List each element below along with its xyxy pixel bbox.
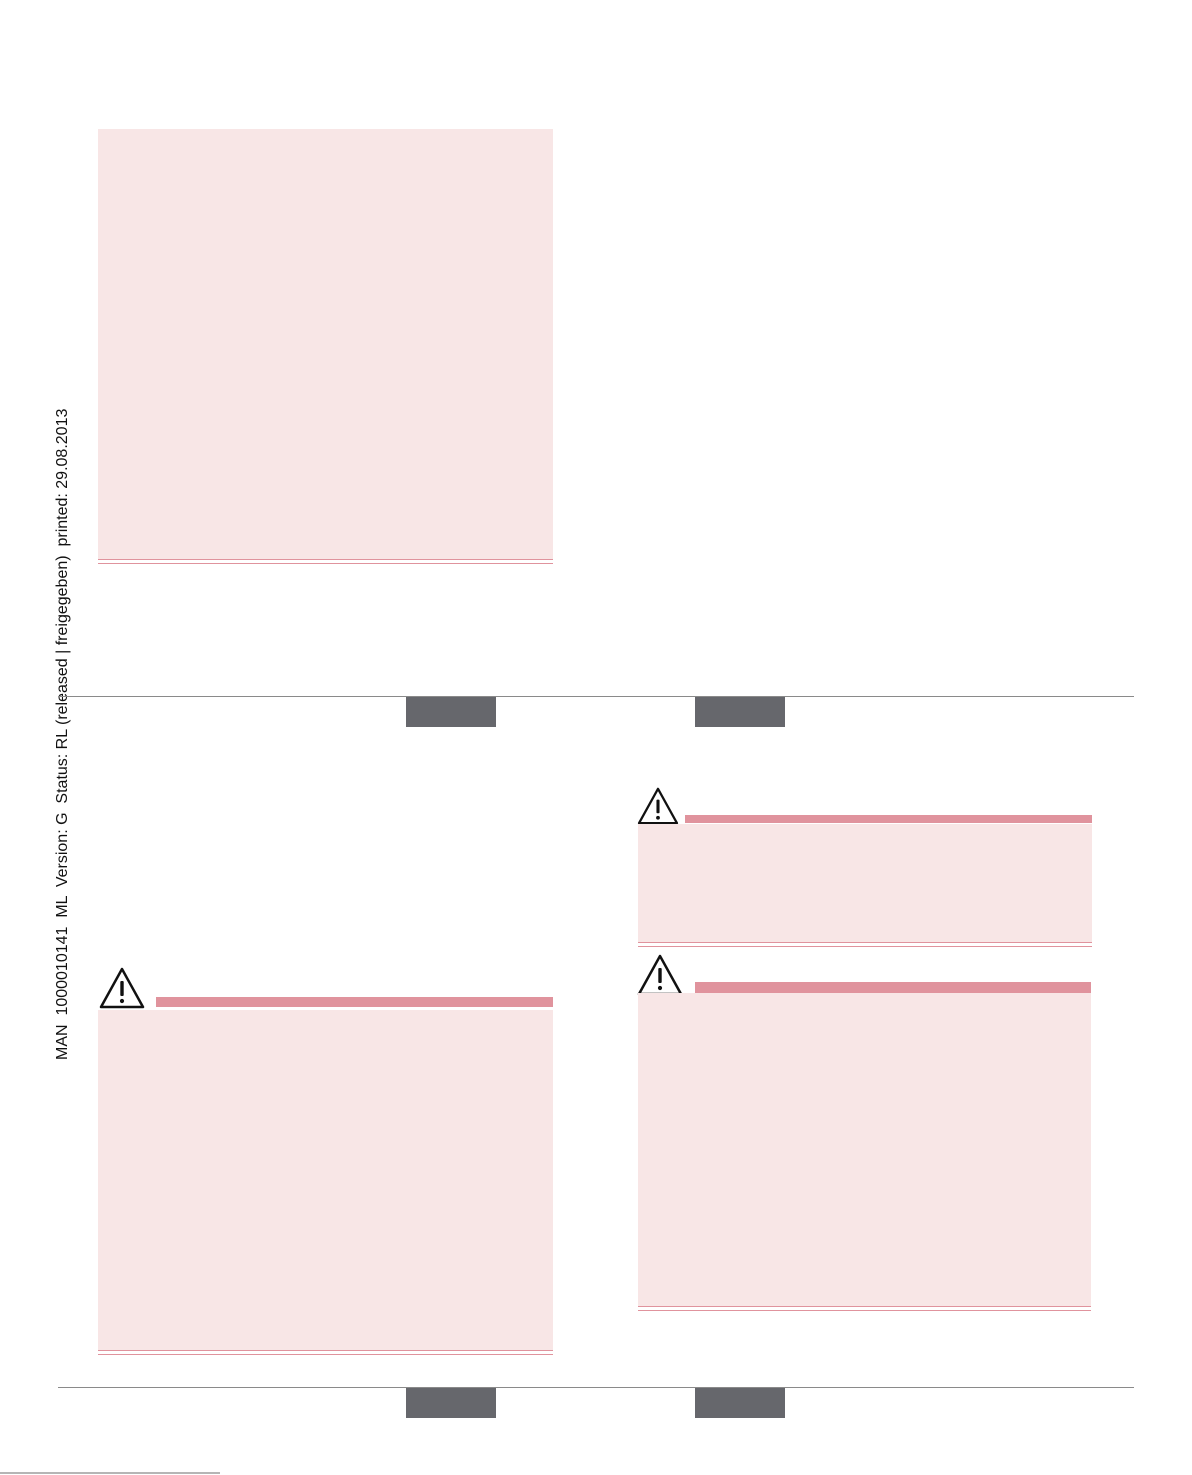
warning-triangle-icon xyxy=(637,954,683,996)
warning-box-right-1 xyxy=(638,824,1092,942)
page-tab-lower-left xyxy=(406,1388,496,1418)
warning-header-bar-left xyxy=(156,997,553,1007)
page-tab-lower-right xyxy=(695,1388,785,1418)
warning-box-right-2-rule xyxy=(638,1306,1091,1311)
warning-triangle-icon xyxy=(637,787,679,825)
warning-box-left-rule xyxy=(98,1350,553,1355)
warning-triangle-icon xyxy=(99,967,145,1009)
page-tab-upper-left xyxy=(406,697,496,727)
page-divider-lower xyxy=(58,1387,1134,1388)
warning-box-left xyxy=(98,1010,553,1350)
page-divider-upper xyxy=(58,696,1134,697)
note-box-top-left-rule xyxy=(98,559,553,564)
warning-box-right-2 xyxy=(638,993,1091,1306)
warning-header-bar-right-2 xyxy=(695,982,1091,993)
document-status-sidebar: MAN 1000010141 ML Version: G Status: RL … xyxy=(54,408,71,1060)
note-box-top-left xyxy=(98,129,553,559)
page-tab-upper-right xyxy=(695,697,785,727)
footer-print-marks xyxy=(0,1472,220,1474)
warning-box-right-1-rule xyxy=(638,942,1092,947)
warning-header-bar-right-1 xyxy=(685,815,1092,823)
